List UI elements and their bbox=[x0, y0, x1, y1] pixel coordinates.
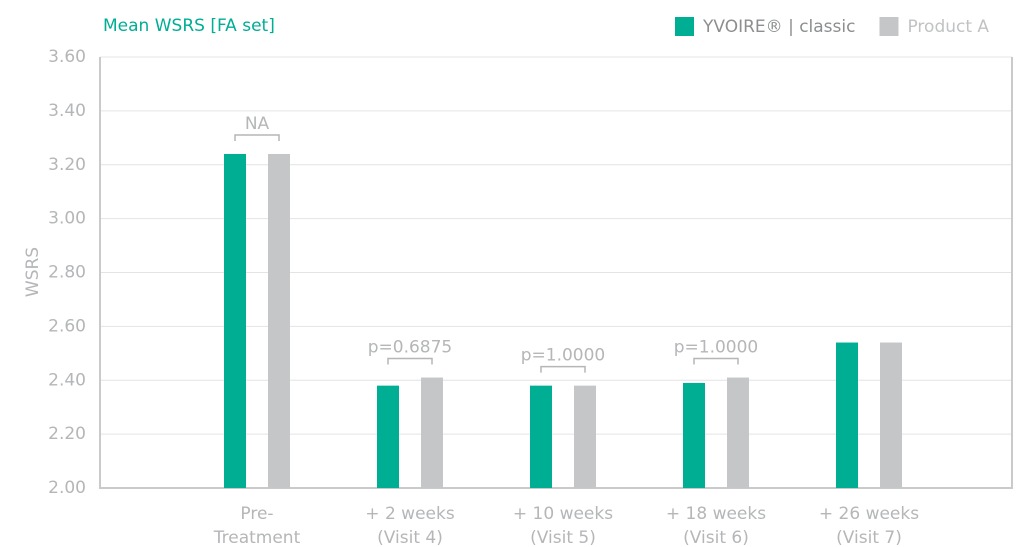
bar bbox=[377, 385, 399, 488]
x-tick-line: + 10 weeks bbox=[513, 504, 613, 524]
x-tick-line: + 2 weeks bbox=[365, 504, 455, 524]
x-tick-label: Pre- Treatment bbox=[213, 504, 301, 547]
bar bbox=[683, 382, 705, 488]
chart-title: Mean WSRS [FA set] bbox=[103, 16, 275, 36]
legend-swatch bbox=[675, 17, 694, 36]
y-tick-label: 3.20 bbox=[48, 155, 86, 175]
legend-label: Product A bbox=[907, 17, 989, 37]
annotation: p=1.0000 bbox=[521, 346, 606, 366]
bar bbox=[880, 342, 902, 488]
y-tick-label: 2.80 bbox=[48, 263, 86, 283]
x-tick-line: + 26 weeks bbox=[819, 504, 919, 524]
x-tick-line: Treatment bbox=[213, 528, 301, 547]
y-tick-label: 3.00 bbox=[48, 209, 86, 229]
y-axis-label: WSRS bbox=[23, 247, 43, 297]
bracket bbox=[693, 357, 739, 365]
annotation: NA bbox=[245, 114, 270, 134]
x-tick-line: (Visit 7) bbox=[836, 528, 902, 547]
legend-swatch bbox=[879, 17, 899, 36]
x-tick-line: Pre- bbox=[240, 504, 273, 524]
legend-label: YVOIRE® | classic bbox=[702, 17, 855, 37]
y-tick-label: 3.60 bbox=[48, 47, 86, 67]
bar bbox=[268, 153, 290, 488]
bracket bbox=[234, 134, 280, 141]
x-tick-line: (Visit 6) bbox=[683, 528, 749, 547]
x-tick-label: + 10 weeks (Visit 5) bbox=[513, 504, 613, 547]
y-tick-label: 2.00 bbox=[48, 478, 86, 498]
bar bbox=[224, 153, 246, 488]
x-tick-label: + 18 weeks (Visit 6) bbox=[666, 504, 766, 547]
bracket bbox=[387, 357, 433, 365]
y-tick-label: 2.40 bbox=[48, 370, 86, 390]
y-tick-label: 2.60 bbox=[48, 316, 86, 336]
bar bbox=[530, 385, 552, 488]
y-tick-label: 3.40 bbox=[48, 101, 86, 121]
bar bbox=[836, 342, 858, 488]
annotation: p=1.0000 bbox=[674, 338, 759, 358]
bracket bbox=[540, 365, 586, 373]
x-tick-line: (Visit 4) bbox=[377, 528, 443, 547]
plot-frame bbox=[99, 57, 1013, 489]
annotation: p=0.6875 bbox=[368, 338, 453, 358]
x-tick-line: (Visit 5) bbox=[530, 528, 596, 547]
bar bbox=[574, 385, 596, 488]
y-tick-label: 2.20 bbox=[48, 424, 86, 444]
x-tick-label: + 26 weeks (Visit 7) bbox=[819, 504, 919, 547]
x-tick-line: + 18 weeks bbox=[666, 504, 766, 524]
bar bbox=[727, 377, 749, 488]
bar bbox=[421, 377, 443, 488]
x-tick-label: + 2 weeks (Visit 4) bbox=[365, 504, 455, 547]
